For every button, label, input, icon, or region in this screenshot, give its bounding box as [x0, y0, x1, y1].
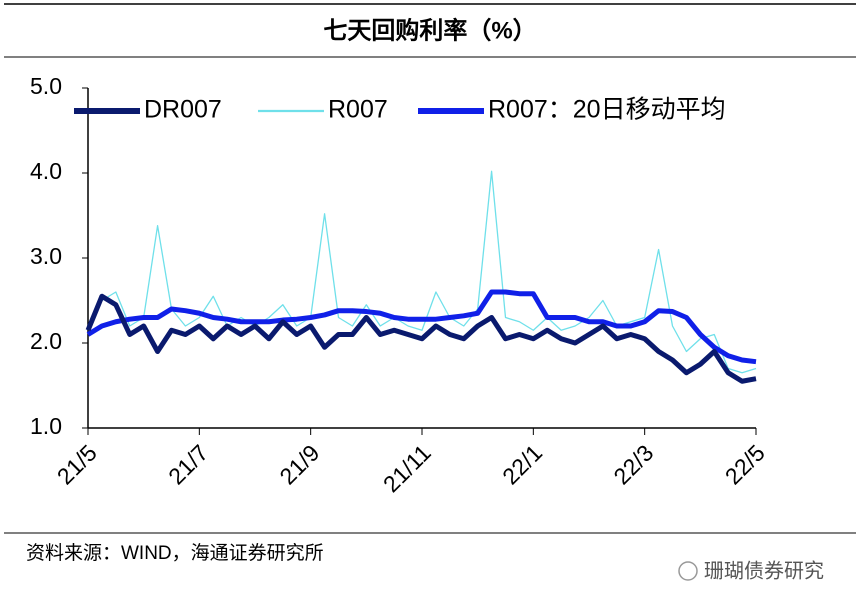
- legend-label: R007: [328, 96, 388, 124]
- x-tick-label: 21/5: [52, 439, 102, 489]
- x-tick-label: 21/7: [163, 439, 213, 489]
- series-line: [86, 289, 757, 365]
- chart-title: 七天回购利率（%）: [323, 16, 536, 44]
- x-tick-label: 21/11: [378, 439, 436, 497]
- x-tick-label: 22/5: [720, 439, 770, 489]
- y-tick-label: 4.0: [30, 158, 62, 184]
- legend-label: DR007: [144, 96, 222, 124]
- y-tick-label: 3.0: [30, 243, 62, 269]
- x-tick-label: 22/1: [497, 439, 547, 489]
- y-tick-label: 2.0: [30, 328, 62, 354]
- y-tick-label: 5.0: [30, 73, 62, 99]
- watermark: 珊瑚债券研究: [704, 559, 824, 582]
- x-tick-label: 21/9: [274, 439, 324, 489]
- legend-label: R007：20日移动平均: [488, 96, 726, 124]
- series-line: [87, 170, 757, 374]
- y-tick-label: 1.0: [30, 413, 62, 439]
- x-tick-label: 22/3: [608, 439, 658, 489]
- series-line: [85, 293, 757, 384]
- watermark-icon: [678, 561, 698, 581]
- source: 资料来源：WIND，海通证券研究所: [26, 542, 324, 564]
